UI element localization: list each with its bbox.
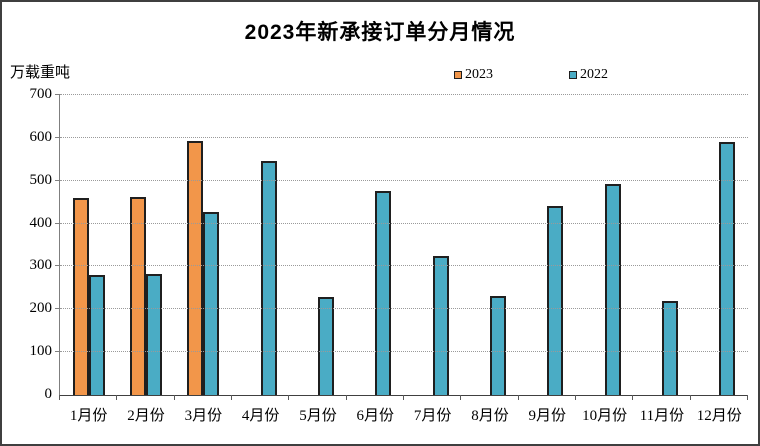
gridline-700 (60, 94, 748, 95)
x-axis-label-5月份: 5月份 (299, 408, 337, 424)
bar-2022-12月份 (719, 141, 736, 395)
bar-2022-4月份 (260, 160, 277, 395)
y-axis-label-700: 700 (29, 86, 53, 102)
x-axis-boundary-tick-6 (403, 395, 404, 400)
bar-group-6月份 (347, 95, 404, 395)
bar-group-7月份 (404, 95, 461, 395)
y-axis-tick-600 (55, 136, 60, 138)
x-axis-boundary-tick-10 (632, 395, 634, 400)
gridline-500 (60, 179, 748, 181)
x-axis-label-2月份: 2月份 (127, 408, 165, 424)
x-axis-label-6月份: 6月份 (356, 408, 395, 424)
x-axis-boundary-tick-12 (747, 395, 748, 400)
gridline-100 (60, 351, 748, 353)
plot-area: 1月份 2月份 3月份 4月份 5月份 6月份 7月份 8月份 9月份 10月份 11月份 12月份 … (30, 87, 748, 424)
gridline-600 (60, 136, 748, 138)
bar-group-10月份 (576, 95, 633, 395)
bar-2022-3月份 (203, 211, 220, 395)
bar-group-8月份 (461, 95, 518, 395)
x-axis-boundary-tick-8 (517, 395, 519, 400)
bar-2023-2月份 (129, 197, 146, 395)
y-axis-label-0: 0 (44, 386, 53, 402)
bar-group-4月份 (232, 95, 289, 395)
x-axis-label-4月份: 4月份 (241, 408, 280, 424)
y-axis-tick-100 (55, 351, 60, 353)
legend-item-2023: 2023 (454, 68, 493, 82)
y-axis-tick-300 (55, 265, 60, 267)
bar-group-3月份 (175, 95, 232, 395)
gridline-200 (60, 308, 748, 310)
x-axis-boundary-tick-0 (59, 395, 60, 400)
x-axis-boundary-tick-7 (460, 395, 462, 400)
x-axis-boundary-tick-11 (689, 395, 691, 400)
y-axis-label-500: 500 (29, 171, 53, 188)
gridline-300 (60, 265, 748, 267)
bar-group-12月份 (691, 95, 748, 395)
bar-2022-9月份 (547, 206, 564, 395)
bar-2022-5月份 (317, 296, 334, 395)
bar-group-11月份 (633, 95, 690, 395)
y-axis-tick-200 (55, 308, 60, 310)
bar-2023-3月份 (187, 140, 204, 395)
bar-2022-7月份 (432, 255, 449, 395)
x-axis-label-8月份: 8月份 (471, 408, 509, 424)
x-axis-label-12月份: 12月份 (696, 408, 742, 424)
y-axis-tick-400 (55, 222, 60, 224)
x-axis-label-7月份: 7月份 (413, 408, 452, 424)
bar-group-2月份 (117, 95, 174, 395)
legend-swatch-2022-icon (569, 71, 577, 79)
chart-title: 2023年新承接订单分月情况 (244, 21, 516, 44)
y-axis-tick-500 (55, 179, 60, 181)
bar-2022-6月份 (375, 191, 392, 395)
bar-group-9月份 (519, 95, 576, 395)
bar-2022-8月份 (489, 295, 506, 395)
y-axis-label-400: 400 (29, 214, 53, 231)
bar-2023-1月份 (72, 197, 89, 395)
bar-2022-11月份 (661, 300, 678, 395)
x-axis-label-10月份: 10月份 (582, 408, 628, 424)
bar-2022-2月份 (145, 273, 162, 395)
bar-group-5月份 (289, 95, 346, 395)
legend-label-2023: 2023 (465, 67, 493, 82)
x-axis-boundary-tick-9 (575, 395, 576, 400)
y-axis-label-300: 300 (29, 257, 53, 274)
legend: 2023 2022 (454, 68, 608, 82)
bar-groups (60, 95, 748, 395)
y-axis-label-600: 600 (29, 128, 53, 145)
x-axis-label-3月份: 3月份 (184, 408, 223, 424)
x-axis-boundary-tick-2 (173, 395, 175, 400)
x-axis-label-9月份: 9月份 (528, 408, 567, 424)
bar-2022-10月份 (604, 183, 621, 395)
x-axis-label-11月份: 11月份 (639, 408, 685, 424)
x-axis-boundary-tick-4 (288, 395, 290, 400)
x-axis-label-1月份: 1月份 (69, 408, 108, 424)
x-axis-boundary-tick-1 (116, 395, 118, 400)
legend-swatch-2023-icon (454, 71, 462, 79)
bar-2022-1月份 (88, 274, 105, 395)
y-axis-tick-700 (55, 94, 60, 95)
legend-item-2022: 2022 (569, 68, 608, 82)
legend-label-2022: 2022 (580, 67, 608, 82)
y-axis-label-100: 100 (29, 343, 53, 360)
x-axis-boundary-tick-3 (231, 395, 232, 400)
x-axis-boundary-tick-5 (345, 395, 347, 400)
y-axis-label-200: 200 (29, 300, 53, 317)
x-axis-labels: 1月份 2月份 3月份 4月份 5月份 6月份 7月份 8月份 9月份 10月份 11月份 12月份 (60, 404, 748, 425)
gridline-400 (60, 222, 748, 224)
bar-group-1月份 (60, 95, 117, 395)
y-axis-unit-label: 万载重吨 (10, 64, 71, 81)
